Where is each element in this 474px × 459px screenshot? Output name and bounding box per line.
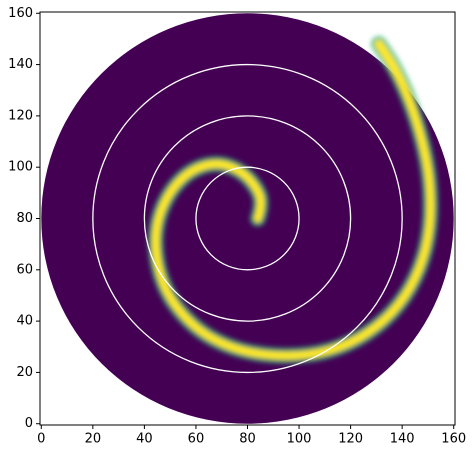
y-tick-label: 60 bbox=[16, 262, 33, 277]
x-tick-label: 20 bbox=[85, 432, 102, 447]
y-tick-label: 0 bbox=[25, 416, 33, 431]
spiral-band bbox=[151, 40, 435, 360]
y-tick-label: 120 bbox=[8, 108, 33, 123]
x-tick-label: 40 bbox=[136, 432, 153, 447]
y-tick-label: 160 bbox=[8, 6, 33, 21]
y-tick-label: 80 bbox=[16, 211, 33, 226]
x-tick-label: 100 bbox=[287, 432, 312, 447]
spiral bbox=[147, 36, 439, 364]
x-tick-label: 80 bbox=[239, 432, 256, 447]
y-tick-label: 20 bbox=[16, 365, 33, 380]
x-tick-label: 120 bbox=[338, 432, 363, 447]
circle-outline bbox=[92, 63, 403, 374]
x-tick-label: 140 bbox=[390, 432, 415, 447]
circle-outline bbox=[143, 115, 352, 322]
disk bbox=[41, 13, 454, 424]
x-tick-label: 0 bbox=[37, 432, 45, 447]
plot-area bbox=[41, 13, 454, 424]
y-tick-label: 100 bbox=[8, 160, 33, 175]
y-tick-label: 140 bbox=[8, 57, 33, 72]
x-tick-label: 160 bbox=[441, 432, 466, 447]
circle-outline bbox=[195, 166, 300, 271]
y-tick-label: 40 bbox=[16, 314, 33, 329]
x-tick-label: 60 bbox=[188, 432, 205, 447]
